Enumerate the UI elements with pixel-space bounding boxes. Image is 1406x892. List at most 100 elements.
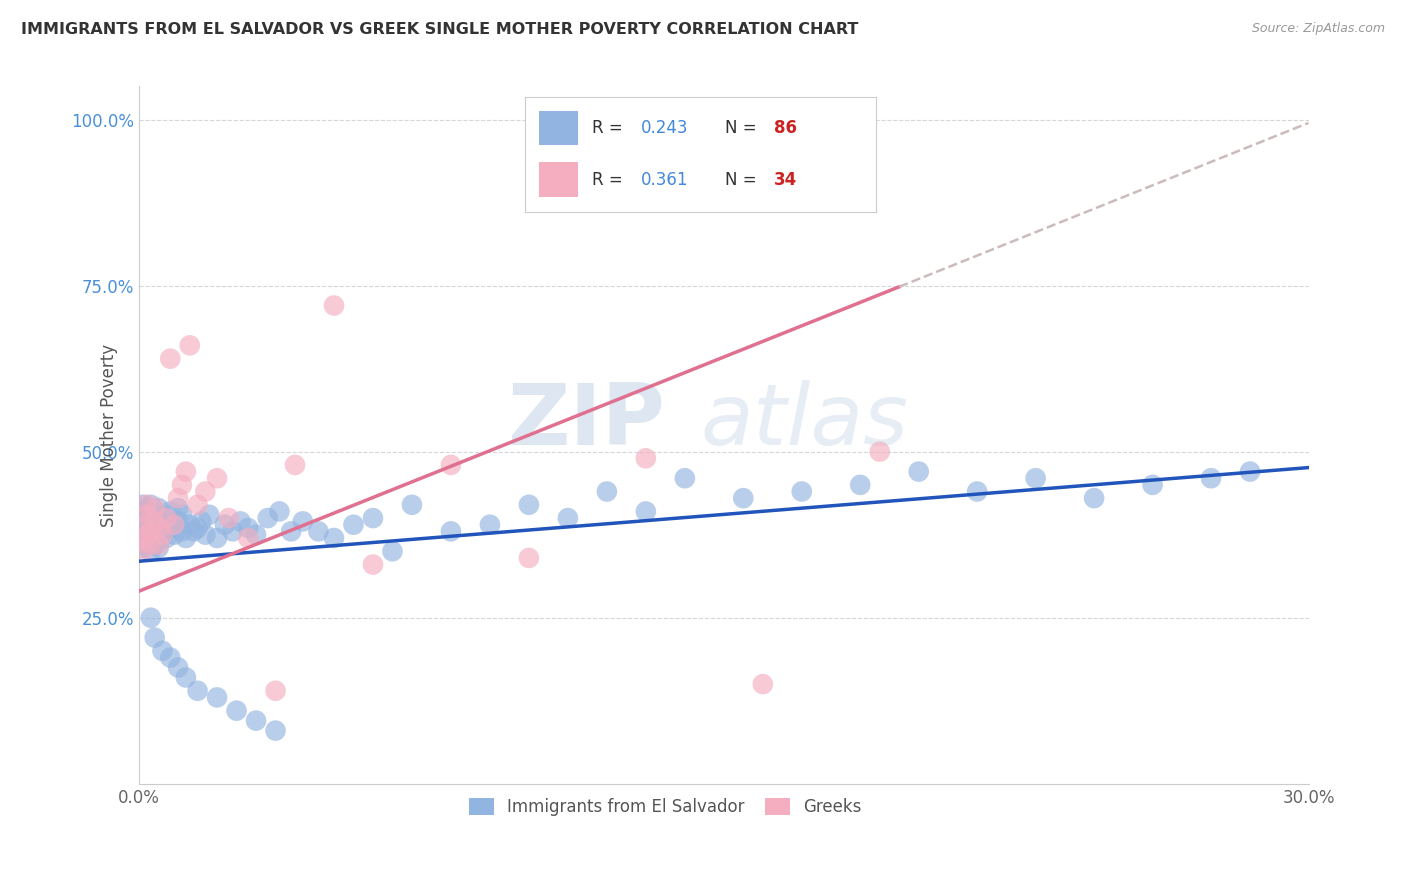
Point: [673, 471, 696, 485]
Point: [245, 714, 267, 728]
Point: [170, 524, 193, 539]
Point: [190, 515, 212, 529]
Text: Source: ZipAtlas.com: Source: ZipAtlas.com: [1251, 22, 1385, 36]
Point: [139, 610, 162, 624]
Point: [132, 544, 155, 558]
Point: [132, 538, 155, 552]
Point: [132, 534, 155, 549]
Point: [152, 527, 174, 541]
Point: [139, 531, 162, 545]
Point: [280, 524, 302, 539]
Point: [1025, 471, 1047, 485]
Point: [148, 521, 170, 535]
Point: [163, 517, 186, 532]
Point: [225, 704, 247, 718]
Point: [170, 478, 193, 492]
Point: [517, 550, 540, 565]
Point: [323, 531, 346, 545]
Point: [179, 517, 201, 532]
Point: [155, 517, 177, 532]
Point: [139, 524, 162, 539]
Point: [143, 538, 166, 552]
Point: [139, 538, 162, 552]
Point: [264, 683, 287, 698]
Point: [159, 351, 181, 366]
Point: [264, 723, 287, 738]
Point: [205, 690, 228, 705]
Point: [440, 524, 463, 539]
Point: [132, 517, 155, 532]
Point: [152, 524, 174, 539]
Point: [634, 451, 657, 466]
Point: [174, 465, 197, 479]
Point: [148, 515, 170, 529]
Point: [966, 484, 988, 499]
Point: [159, 650, 181, 665]
Point: [135, 521, 157, 535]
Point: [135, 508, 157, 522]
Point: [167, 501, 190, 516]
Point: [148, 541, 170, 555]
Y-axis label: Single Mother Poverty: Single Mother Poverty: [100, 343, 118, 526]
Point: [143, 524, 166, 539]
Point: [907, 465, 929, 479]
Point: [218, 511, 240, 525]
Point: [148, 527, 170, 541]
Point: [198, 508, 221, 522]
Point: [790, 484, 813, 499]
Point: [135, 515, 157, 529]
Point: [174, 670, 197, 684]
Point: [159, 521, 181, 535]
Point: [159, 504, 181, 518]
Point: [135, 501, 157, 516]
Point: [135, 527, 157, 541]
Point: [323, 299, 346, 313]
Point: [221, 524, 243, 539]
Point: [155, 511, 177, 525]
Point: [869, 444, 891, 458]
Point: [174, 531, 197, 545]
Point: [132, 504, 155, 518]
Point: [307, 524, 329, 539]
Point: [132, 511, 155, 525]
Point: [238, 531, 260, 545]
Point: [135, 498, 157, 512]
Point: [194, 484, 217, 499]
Point: [634, 504, 657, 518]
Point: [167, 515, 190, 529]
Point: [132, 531, 155, 545]
Point: [152, 644, 174, 658]
Point: [183, 524, 205, 539]
Point: [143, 511, 166, 525]
Point: [167, 491, 190, 505]
Point: [752, 677, 775, 691]
Point: [517, 498, 540, 512]
Point: [238, 521, 260, 535]
Point: [478, 517, 501, 532]
Point: [135, 527, 157, 541]
Point: [401, 498, 423, 512]
Point: [132, 498, 155, 512]
Point: [361, 511, 384, 525]
Point: [1199, 471, 1222, 485]
Point: [179, 338, 201, 352]
Point: [361, 558, 384, 572]
Point: [132, 524, 155, 539]
Point: [596, 484, 619, 499]
Point: [135, 508, 157, 522]
Point: [849, 478, 872, 492]
Point: [139, 544, 162, 558]
Point: [229, 515, 252, 529]
Point: [557, 511, 579, 525]
Point: [155, 531, 177, 545]
Point: [1239, 465, 1261, 479]
Point: [291, 515, 314, 529]
Text: IMMIGRANTS FROM EL SALVADOR VS GREEK SINGLE MOTHER POVERTY CORRELATION CHART: IMMIGRANTS FROM EL SALVADOR VS GREEK SIN…: [21, 22, 859, 37]
Point: [205, 531, 228, 545]
Point: [284, 458, 307, 472]
Point: [245, 527, 267, 541]
Point: [256, 511, 278, 525]
Point: [132, 517, 155, 532]
Point: [139, 498, 162, 512]
Point: [152, 508, 174, 522]
